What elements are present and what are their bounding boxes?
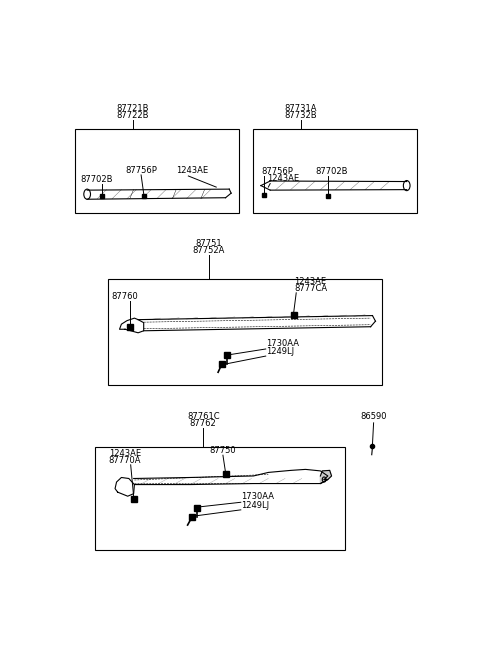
Text: 1243AE: 1243AE: [176, 166, 208, 175]
Text: 87756P: 87756P: [125, 166, 157, 175]
Text: 87770A: 87770A: [109, 456, 141, 465]
Text: 87702B: 87702B: [315, 167, 348, 176]
Bar: [108, 279, 382, 385]
Text: 87750: 87750: [210, 446, 236, 455]
Text: 87731A: 87731A: [285, 104, 317, 113]
Bar: [96, 447, 345, 551]
Text: 87702B: 87702B: [80, 175, 113, 184]
Text: 1249LJ: 1249LJ: [266, 347, 295, 356]
Text: 1243AE: 1243AE: [267, 174, 300, 183]
Text: 87762: 87762: [190, 419, 216, 428]
Bar: [75, 129, 239, 213]
Text: 1243AE: 1243AE: [294, 277, 326, 286]
Text: 87721B: 87721B: [116, 104, 149, 113]
Polygon shape: [321, 470, 332, 484]
Text: 1243AE: 1243AE: [109, 449, 141, 459]
Text: 87756P: 87756P: [261, 167, 293, 176]
Text: 87722B: 87722B: [116, 111, 149, 120]
Text: 8777CA: 8777CA: [294, 284, 327, 293]
Text: 86590: 86590: [360, 413, 387, 421]
Text: 87752A: 87752A: [192, 246, 225, 255]
Text: 1730AA: 1730AA: [266, 339, 300, 348]
Text: 87751: 87751: [195, 239, 222, 248]
Text: 87761C: 87761C: [187, 413, 219, 421]
Text: 87760: 87760: [112, 292, 138, 302]
Text: 1249LJ: 1249LJ: [241, 501, 270, 510]
Bar: [253, 129, 417, 213]
Text: 87732B: 87732B: [285, 111, 317, 120]
Text: 1730AA: 1730AA: [241, 492, 275, 501]
